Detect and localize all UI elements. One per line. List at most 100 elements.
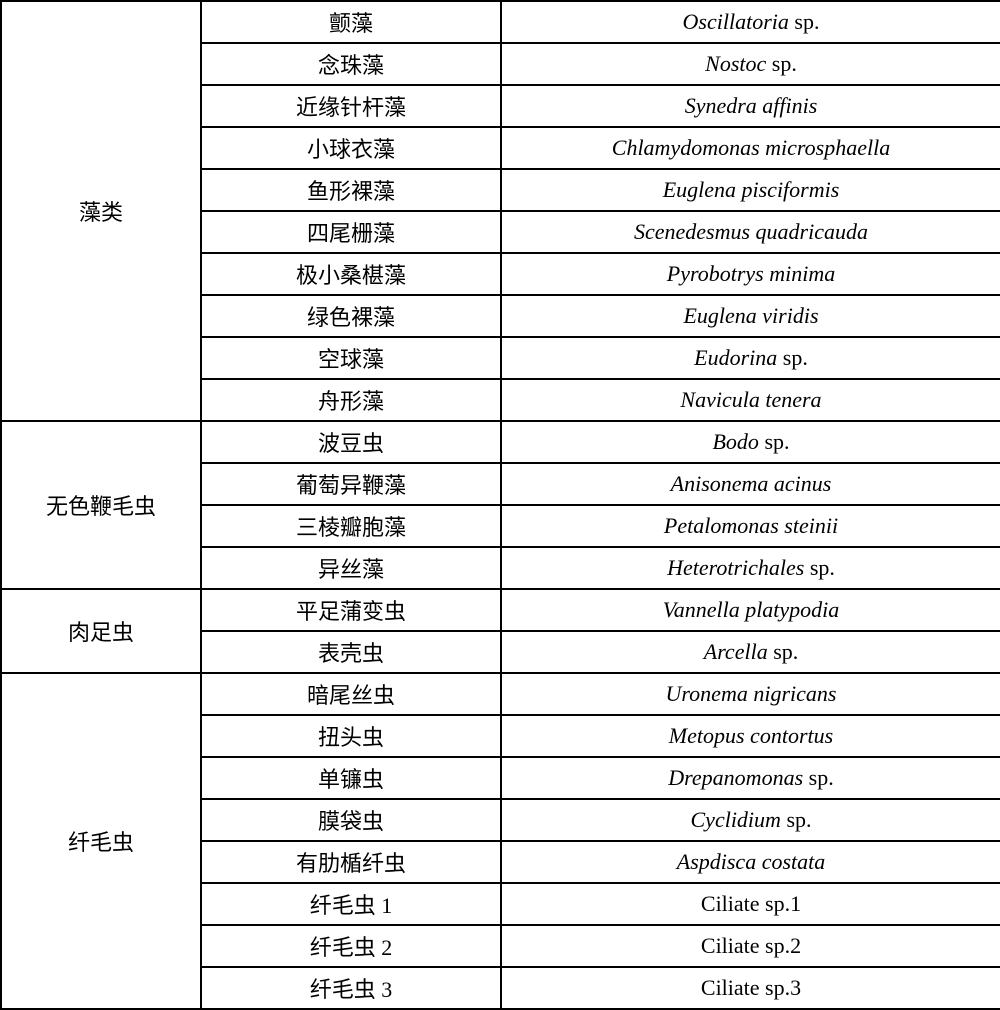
chinese-name-cell: 鱼形裸藻 bbox=[201, 169, 501, 211]
chinese-name: 纤毛虫 3 bbox=[310, 977, 393, 1002]
latin-name-cell: Bodo sp. bbox=[501, 421, 1000, 463]
latin-name-cell: Heterotrichales sp. bbox=[501, 547, 1000, 589]
category-label: 无色鞭毛虫 bbox=[46, 494, 156, 519]
latin-name-cell: Ciliate sp.1 bbox=[501, 883, 1000, 925]
chinese-name: 纤毛虫 1 bbox=[310, 893, 393, 918]
latin-name-cell: Vannella platypodia bbox=[501, 589, 1000, 631]
latin-italic: Euglena viridis bbox=[683, 303, 818, 328]
latin-italic: Nostoc bbox=[705, 51, 766, 76]
latin-name-cell: Euglena viridis bbox=[501, 295, 1000, 337]
category-label: 藻类 bbox=[79, 200, 123, 225]
chinese-name-cell: 异丝藻 bbox=[201, 547, 501, 589]
latin-italic: Metopus contortus bbox=[669, 723, 833, 748]
chinese-name: 空球藻 bbox=[318, 347, 384, 372]
latin-suffix: Ciliate sp.2 bbox=[701, 933, 801, 958]
chinese-name-cell: 极小桑椹藻 bbox=[201, 253, 501, 295]
latin-name-cell: Oscillatoria sp. bbox=[501, 1, 1000, 43]
latin-italic: Drepanomonas bbox=[668, 765, 803, 790]
latin-suffix: sp. bbox=[803, 765, 834, 790]
chinese-name: 表壳虫 bbox=[318, 641, 384, 666]
category-cell: 肉足虫 bbox=[1, 589, 201, 673]
category-label: 纤毛虫 bbox=[68, 830, 134, 855]
chinese-name: 鱼形裸藻 bbox=[307, 179, 395, 204]
chinese-name-cell: 有肋楯纤虫 bbox=[201, 841, 501, 883]
latin-name-cell: Ciliate sp.3 bbox=[501, 967, 1000, 1009]
latin-italic: Petalomonas steinii bbox=[664, 513, 838, 538]
chinese-name: 小球衣藻 bbox=[307, 137, 395, 162]
chinese-name-cell: 扭头虫 bbox=[201, 715, 501, 757]
chinese-name-cell: 纤毛虫 2 bbox=[201, 925, 501, 967]
latin-name-cell: Anisonema acinus bbox=[501, 463, 1000, 505]
latin-name-cell: Chlamydomonas microsphaella bbox=[501, 127, 1000, 169]
latin-italic: Synedra affinis bbox=[685, 93, 818, 118]
chinese-name: 暗尾丝虫 bbox=[307, 683, 395, 708]
latin-name-cell: Nostoc sp. bbox=[501, 43, 1000, 85]
table-row: 藻类颤藻Oscillatoria sp. bbox=[1, 1, 1000, 43]
chinese-name-cell: 近缘针杆藻 bbox=[201, 85, 501, 127]
latin-name-cell: Euglena pisciformis bbox=[501, 169, 1000, 211]
latin-italic: Scenedesmus quadricauda bbox=[634, 219, 868, 244]
latin-name-cell: Eudorina sp. bbox=[501, 337, 1000, 379]
latin-italic: Oscillatoria bbox=[683, 9, 789, 34]
chinese-name-cell: 空球藻 bbox=[201, 337, 501, 379]
latin-italic: Heterotrichales bbox=[667, 555, 804, 580]
latin-italic: Arcella bbox=[704, 639, 768, 664]
latin-suffix: Ciliate sp.1 bbox=[701, 891, 801, 916]
chinese-name: 极小桑椹藻 bbox=[296, 263, 406, 288]
chinese-name-cell: 颤藻 bbox=[201, 1, 501, 43]
table-body: 藻类颤藻Oscillatoria sp.念珠藻Nostoc sp.近缘针杆藻Sy… bbox=[1, 1, 1000, 1009]
latin-suffix: sp. bbox=[766, 51, 797, 76]
latin-name-cell: Synedra affinis bbox=[501, 85, 1000, 127]
category-cell: 无色鞭毛虫 bbox=[1, 421, 201, 589]
chinese-name: 舟形藻 bbox=[318, 389, 384, 414]
chinese-name-cell: 表壳虫 bbox=[201, 631, 501, 673]
chinese-name: 三棱瓣胞藻 bbox=[296, 515, 406, 540]
chinese-name: 绿色裸藻 bbox=[307, 305, 395, 330]
chinese-name: 异丝藻 bbox=[318, 557, 384, 582]
latin-name-cell: Drepanomonas sp. bbox=[501, 757, 1000, 799]
category-cell: 藻类 bbox=[1, 1, 201, 421]
latin-name-cell: Pyrobotrys minima bbox=[501, 253, 1000, 295]
latin-name-cell: Navicula tenera bbox=[501, 379, 1000, 421]
chinese-name-cell: 念珠藻 bbox=[201, 43, 501, 85]
latin-name-cell: Cyclidium sp. bbox=[501, 799, 1000, 841]
chinese-name-cell: 纤毛虫 3 bbox=[201, 967, 501, 1009]
chinese-name: 颤藻 bbox=[329, 11, 373, 36]
latin-name-cell: Aspdisca costata bbox=[501, 841, 1000, 883]
chinese-name: 纤毛虫 2 bbox=[310, 935, 393, 960]
chinese-name-cell: 绿色裸藻 bbox=[201, 295, 501, 337]
chinese-name-cell: 平足蒲变虫 bbox=[201, 589, 501, 631]
chinese-name-cell: 三棱瓣胞藻 bbox=[201, 505, 501, 547]
latin-name-cell: Scenedesmus quadricauda bbox=[501, 211, 1000, 253]
latin-italic: Eudorina bbox=[694, 345, 777, 370]
chinese-name-cell: 葡萄异鞭藻 bbox=[201, 463, 501, 505]
latin-suffix: sp. bbox=[759, 429, 790, 454]
chinese-name: 平足蒲变虫 bbox=[296, 599, 406, 624]
latin-suffix: sp. bbox=[781, 807, 812, 832]
chinese-name-cell: 四尾栅藻 bbox=[201, 211, 501, 253]
latin-italic: Uronema nigricans bbox=[666, 681, 837, 706]
chinese-name: 扭头虫 bbox=[318, 725, 384, 750]
chinese-name: 膜袋虫 bbox=[318, 809, 384, 834]
latin-name-cell: Uronema nigricans bbox=[501, 673, 1000, 715]
chinese-name-cell: 纤毛虫 1 bbox=[201, 883, 501, 925]
category-label: 肉足虫 bbox=[68, 620, 134, 645]
latin-name-cell: Ciliate sp.2 bbox=[501, 925, 1000, 967]
latin-italic: Aspdisca costata bbox=[677, 849, 826, 874]
chinese-name: 四尾栅藻 bbox=[307, 221, 395, 246]
latin-suffix: Ciliate sp.3 bbox=[701, 975, 801, 1000]
latin-italic: Vannella platypodia bbox=[663, 597, 840, 622]
table-row: 纤毛虫暗尾丝虫Uronema nigricans bbox=[1, 673, 1000, 715]
latin-suffix: sp. bbox=[768, 639, 799, 664]
chinese-name: 念珠藻 bbox=[318, 53, 384, 78]
latin-italic: Cyclidium bbox=[691, 807, 781, 832]
latin-italic: Pyrobotrys minima bbox=[667, 261, 835, 286]
latin-suffix: sp. bbox=[777, 345, 808, 370]
chinese-name-cell: 波豆虫 bbox=[201, 421, 501, 463]
latin-suffix: sp. bbox=[789, 9, 820, 34]
latin-italic: Navicula tenera bbox=[680, 387, 821, 412]
chinese-name: 葡萄异鞭藻 bbox=[296, 473, 406, 498]
latin-italic: Euglena pisciformis bbox=[663, 177, 840, 202]
chinese-name-cell: 单镰虫 bbox=[201, 757, 501, 799]
chinese-name-cell: 暗尾丝虫 bbox=[201, 673, 501, 715]
